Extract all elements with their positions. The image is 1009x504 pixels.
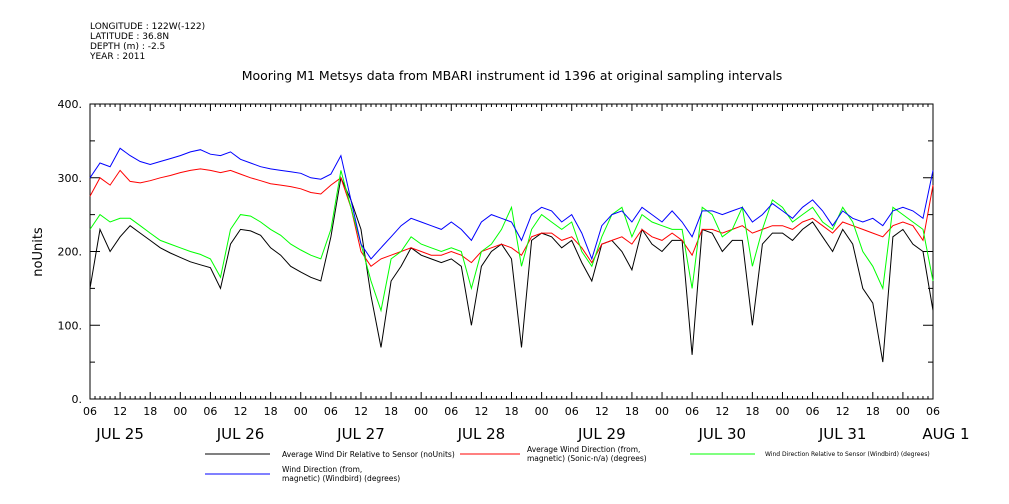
chart-title: Mooring M1 Metsys data from MBARI instru…	[242, 68, 783, 83]
legend-label-green: Wind Direction Relative to Sensor (Windb…	[765, 451, 930, 458]
y-tick-label: 200.	[58, 246, 83, 259]
x-tick-label: 12	[715, 405, 729, 418]
day-label: JUL 29	[577, 425, 626, 443]
x-tick-label: 06	[565, 405, 579, 418]
x-tick-label: 12	[234, 405, 248, 418]
x-tick-label: 00	[896, 405, 910, 418]
y-tick-labels: 0. 100. 200. 300. 400.	[58, 98, 83, 406]
x-tick-label: 18	[866, 405, 880, 418]
y-tick-label: 0.	[72, 393, 83, 406]
x-tick-label: 18	[505, 405, 519, 418]
x-tick-label: 12	[113, 405, 127, 418]
day-label: JUL 26	[216, 425, 265, 443]
day-label: JUL 25	[95, 425, 144, 443]
series-line-3	[89, 147, 934, 261]
x-tick-label: 00	[414, 405, 428, 418]
legend-label-blue: Wind Direction (from, magnetic) (Windbir…	[282, 465, 400, 483]
plot-frame	[89, 103, 934, 400]
x-tick-label: 06	[685, 405, 699, 418]
series-line-0	[89, 176, 934, 363]
x-tick-label: 12	[354, 405, 368, 418]
x-tick-label: 06	[926, 405, 940, 418]
legend-label-red: Average Wind Direction (from, magnetic) …	[527, 445, 647, 463]
meta-latitude: LATITUDE : 36.8N	[90, 32, 170, 42]
day-label: JUL 30	[697, 425, 746, 443]
x-tick-label: 00	[655, 405, 669, 418]
y-tick-label: 100.	[58, 319, 83, 332]
meta-year: YEAR : 2011	[90, 52, 146, 62]
x-tick-label: 06	[444, 405, 458, 418]
x-tick-label: 06	[324, 405, 338, 418]
legend-label-black: Average Wind Dir Relative to Sensor (noU…	[282, 450, 455, 459]
x-tick-label: 18	[264, 405, 278, 418]
day-label: AUG 1	[922, 425, 969, 443]
series-line-1	[89, 168, 934, 268]
x-tick-label: 18	[384, 405, 398, 418]
day-label: JUL 28	[457, 425, 506, 443]
meta-depth: DEPTH (m) : -2.5	[90, 42, 166, 52]
x-tick-label: 06	[83, 405, 97, 418]
legend-label-blue-line1: Wind Direction (from,	[282, 465, 362, 474]
x-tick-label: 06	[203, 405, 217, 418]
axis-ticks	[89, 103, 934, 400]
y-tick-label: 300.	[58, 172, 83, 185]
legend-label-blue-line2: magnetic) (Windbird) (degrees)	[282, 474, 400, 483]
legend: Average Wind Dir Relative to Sensor (noU…	[205, 445, 930, 483]
x-tick-labels: 06 12 18 00 06 12 18 00 06 12 18 00 06 12 18 00 06 12 18 00…	[83, 405, 940, 418]
y-axis-label: noUnits	[31, 227, 46, 277]
meta-longitude: LONGITUDE : 122W(-122)	[90, 22, 206, 32]
x-tick-label: 12	[595, 405, 609, 418]
day-label: JUL 31	[818, 425, 867, 443]
day-labels: JUL 25 JUL 26 JUL 27 JUL 28 JUL 29 JUL 30 JUL …	[95, 425, 969, 443]
x-tick-label: 00	[294, 405, 308, 418]
day-label: JUL 27	[336, 425, 385, 443]
series-layer	[89, 147, 934, 363]
x-tick-label: 18	[625, 405, 639, 418]
x-tick-label: 00	[775, 405, 789, 418]
legend-label-red-line1: Average Wind Direction (from,	[527, 445, 640, 454]
y-tick-label: 400.	[58, 98, 83, 111]
x-tick-label: 00	[173, 405, 187, 418]
series-line-2	[89, 170, 934, 313]
x-tick-label: 18	[745, 405, 759, 418]
meta-block: LONGITUDE : 122W(-122) LATITUDE : 36.8N …	[90, 22, 205, 62]
x-tick-label: 06	[806, 405, 820, 418]
x-tick-label: 12	[836, 405, 850, 418]
x-tick-label: 12	[474, 405, 488, 418]
x-tick-label: 18	[143, 405, 157, 418]
legend-label-red-line2: magnetic) (Sonic-n/a) (degrees)	[527, 454, 647, 463]
x-tick-label: 00	[535, 405, 549, 418]
